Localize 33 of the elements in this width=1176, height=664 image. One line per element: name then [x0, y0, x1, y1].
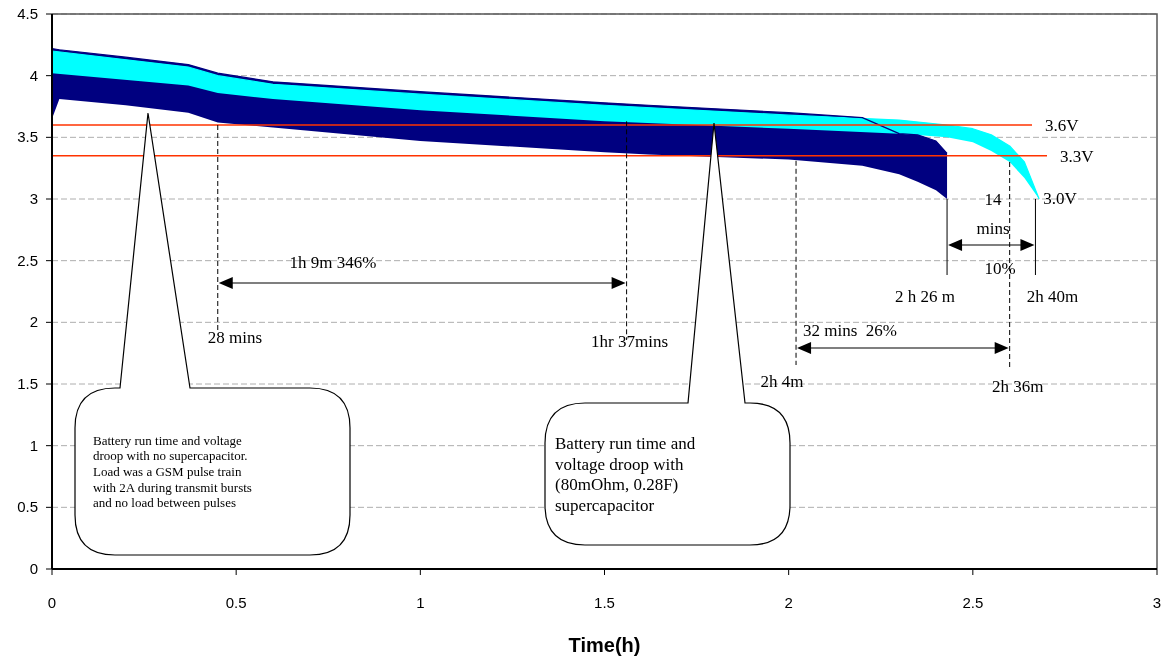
ref-line-label: 3.6V: [1045, 116, 1080, 135]
x-tick-label: 1: [416, 594, 425, 611]
y-tick-label: 3.5: [17, 128, 38, 146]
annotation: Battery run time and voltage droop with no supercapacitor. Load was a GSM pulse train with 2A during transmit bursts and no load between pulses: [93, 432, 252, 511]
annotation: 32 mins 26%: [803, 321, 897, 340]
y-tick-label: 3: [29, 190, 38, 207]
x-tick-label: 2: [784, 594, 793, 611]
x-tick-label: 0.5: [225, 594, 247, 611]
y-tick-label: 2: [29, 313, 38, 331]
annotation: 1h 9m 346%: [289, 253, 377, 272]
annotation: Battery run time and voltage droop with (80mOhm, 0.28F) supercapacitor: [555, 434, 696, 515]
y-tick-label: 1: [29, 436, 38, 454]
annotation: 2h 4m: [760, 372, 804, 391]
x-tick-label: 2.5: [962, 594, 984, 611]
annotation: 2 h 26 m: [895, 287, 956, 306]
y-tick-label: 0.5: [17, 498, 38, 516]
annotation: 2h 36m: [991, 377, 1044, 396]
ref-line-label: 3.3V: [1060, 146, 1095, 166]
annotation: 2h 40m: [1026, 287, 1079, 306]
y-tick-label: 2.5: [17, 251, 38, 269]
x-tick-label: 0: [47, 594, 57, 611]
x-tick-label: 3: [1152, 594, 1162, 611]
annotation: 1hr 37mins: [591, 332, 669, 351]
annotation: 3.0V: [1043, 189, 1078, 208]
x-tick-label: 1.5: [594, 594, 615, 611]
y-tick-label: 0: [29, 560, 38, 577]
y-tick-label: 4: [29, 66, 38, 84]
annotation: 28 mins: [207, 328, 263, 347]
x-axis-title: Time(h): [568, 634, 641, 656]
annotation: 10%: [984, 259, 1016, 278]
y-tick-label: 4.5: [17, 5, 38, 22]
annotation: 14 mins: [976, 190, 1010, 238]
y-tick-label: 1.5: [17, 375, 38, 392]
